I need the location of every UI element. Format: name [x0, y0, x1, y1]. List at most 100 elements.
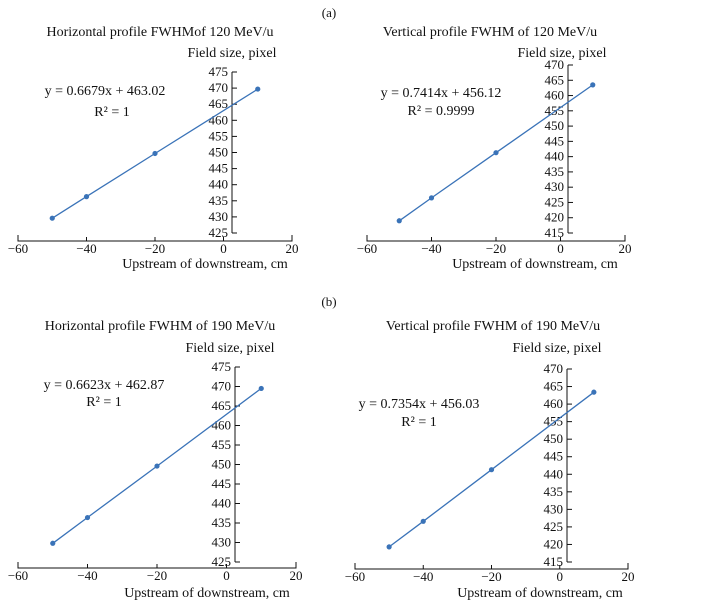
chart-4-x-tick-label: −20 — [481, 569, 501, 584]
chart-4-y-tick-label: 465 — [544, 379, 564, 394]
chart-2-y-tick-label: 455 — [545, 103, 565, 118]
chart-3-y-tick-label: 475 — [212, 359, 232, 374]
chart-4-x-tick-label: −60 — [345, 569, 365, 584]
chart-4-x-axis-title: Upstream of downstream, cm — [457, 586, 623, 601]
chart-4-x-tick-label: −40 — [413, 569, 433, 584]
chart-1-y-tick-label: 450 — [209, 145, 229, 160]
chart-2-data-point — [428, 195, 435, 201]
chart-4-y-tick-label: 420 — [544, 536, 564, 551]
chart-3-y-tick-label: 425 — [212, 554, 232, 569]
chart-3-x-tick-label: 20 — [290, 568, 303, 583]
chart-3-y-tick-label: 470 — [212, 379, 232, 394]
chart-2-y-tick-label: 470 — [545, 57, 565, 72]
chart-3-y-tick-label: 440 — [212, 496, 232, 511]
chart-2-equation: y = 0.7414x + 456.12 — [381, 86, 502, 101]
chart-2-y-tick-label: 465 — [545, 72, 565, 87]
chart-3-y-tick-label: 465 — [212, 398, 232, 413]
chart-1-data-point — [152, 150, 158, 157]
chart-4-y-tick-label: 425 — [544, 519, 564, 534]
panel-label-a: (a) — [322, 5, 336, 20]
chart-4-y-tick-label: 430 — [544, 501, 564, 516]
chart-2-x-tick-label: 20 — [619, 241, 632, 256]
chart-2-y-tick-label: 435 — [545, 164, 565, 179]
chart-1-title: Horizontal profile FWHMof 120 MeV/u — [46, 25, 273, 40]
chart-3-equation: y = 0.6623x + 462.87 — [44, 378, 165, 393]
chart-1-r-squared: R² = 1 — [94, 105, 129, 120]
chart-1-y-axis-title: Field size, pixel — [187, 46, 276, 61]
chart-2-x-tick-label: −20 — [486, 241, 506, 256]
chart-4-y-tick-label: 445 — [544, 449, 564, 464]
chart-3-data-point — [84, 514, 91, 521]
chart-4-y-axis-title: Field size, pixel — [512, 341, 601, 356]
chart-4-fit-line — [388, 391, 595, 548]
chart-3-data-point — [154, 463, 160, 469]
chart-1-x-axis-title: Upstream of downstream, cm — [122, 257, 288, 272]
chart-2-y-axis-title: Field size, pixel — [517, 46, 606, 61]
chart-2-title: Vertical profile FWHM of 120 MeV/u — [383, 25, 597, 40]
chart-1-x-tick-label: −60 — [8, 241, 28, 256]
chart-3-y-tick-label: 435 — [212, 515, 232, 530]
chart-3-y-tick-label: 455 — [212, 437, 232, 452]
chart-2-y-tick-label: 420 — [545, 210, 565, 225]
chart-1-y-tick-label: 440 — [209, 177, 229, 192]
chart-3-x-tick-label: 0 — [223, 568, 230, 583]
chart-4-y-tick-label: 450 — [544, 431, 564, 446]
chart-4-title: Vertical profile FWHM of 190 MeV/u — [386, 319, 600, 334]
chart-4-y-tick-label: 435 — [544, 484, 564, 499]
chart-3-y-tick-label: 430 — [212, 535, 232, 550]
chart-1-y-tick-label: 455 — [209, 128, 229, 143]
chart-4-x-tick-label: 20 — [622, 569, 635, 584]
chart-2-y-tick-label: 415 — [545, 225, 565, 240]
chart-4-data-point — [488, 467, 495, 473]
chart-2-y-tick-label: 430 — [545, 179, 565, 194]
chart-4-y-tick-label: 440 — [544, 466, 564, 481]
chart-4-equation: y = 0.7354x + 456.03 — [359, 397, 480, 412]
chart-2-y-tick-label: 460 — [545, 88, 565, 103]
chart-4-data-point — [420, 518, 426, 524]
chart-3-y-tick-label: 460 — [212, 418, 232, 433]
chart-3-data-point — [258, 385, 264, 392]
chart-1-x-tick-label: 0 — [220, 241, 227, 256]
chart-1-y-tick-label: 475 — [209, 64, 229, 79]
chart-3-x-tick-label: −40 — [77, 568, 97, 583]
chart-1-y-tick-label: 425 — [209, 225, 229, 240]
chart-1-data-point — [83, 194, 90, 200]
panel-label-b: (b) — [321, 294, 336, 309]
chart-3-x-axis-title: Upstream of downstream, cm — [124, 586, 290, 601]
chart-2-x-axis-title: Upstream of downstream, cm — [452, 257, 618, 272]
chart-2-y-tick-label: 440 — [545, 149, 565, 164]
chart-2-y-tick-label: 450 — [545, 118, 565, 133]
chart-4-r-squared: R² = 1 — [401, 415, 436, 430]
chart-1-equation: y = 0.6679x + 463.02 — [45, 84, 166, 99]
chart-2-r-squared: R² = 0.9999 — [408, 104, 475, 119]
chart-4-data-point — [386, 544, 392, 550]
chart-1-data-point — [255, 86, 261, 92]
chart-2-fit-line — [398, 84, 594, 222]
chart-1-y-tick-label: 435 — [209, 193, 229, 208]
chart-2-data-point — [590, 82, 596, 88]
chart-4-y-tick-label: 460 — [544, 396, 564, 411]
chart-3-x-tick-label: −20 — [147, 568, 167, 583]
chart-3-r-squared: R² = 1 — [86, 395, 121, 410]
chart-2-y-tick-label: 445 — [545, 133, 565, 148]
chart-2-data-point — [396, 218, 402, 224]
chart-4-y-tick-label: 470 — [544, 361, 564, 376]
chart-1-x-tick-label: −40 — [76, 241, 96, 256]
chart-3-y-tick-label: 450 — [212, 457, 232, 472]
chart-1-x-tick-label: 20 — [286, 241, 299, 256]
chart-3-title: Horizontal profile FWHM of 190 MeV/u — [45, 319, 276, 334]
chart-3-y-tick-label: 445 — [212, 476, 232, 491]
chart-2-y-tick-label: 425 — [545, 194, 565, 209]
chart-3-y-axis-title: Field size, pixel — [185, 341, 274, 356]
chart-1-y-tick-label: 430 — [209, 209, 229, 224]
chart-2-data-point — [493, 150, 499, 156]
chart-4-y-tick-label: 415 — [544, 554, 564, 569]
chart-2-x-tick-label: 0 — [557, 241, 564, 256]
chart-1-x-tick-label: −20 — [145, 241, 165, 256]
chart-3-x-tick-label: −60 — [8, 568, 28, 583]
chart-1-y-tick-label: 460 — [209, 112, 229, 127]
chart-1-fit-line — [51, 88, 259, 219]
chart-1-y-tick-label: 445 — [209, 161, 229, 176]
chart-1-y-tick-label: 465 — [209, 96, 229, 111]
